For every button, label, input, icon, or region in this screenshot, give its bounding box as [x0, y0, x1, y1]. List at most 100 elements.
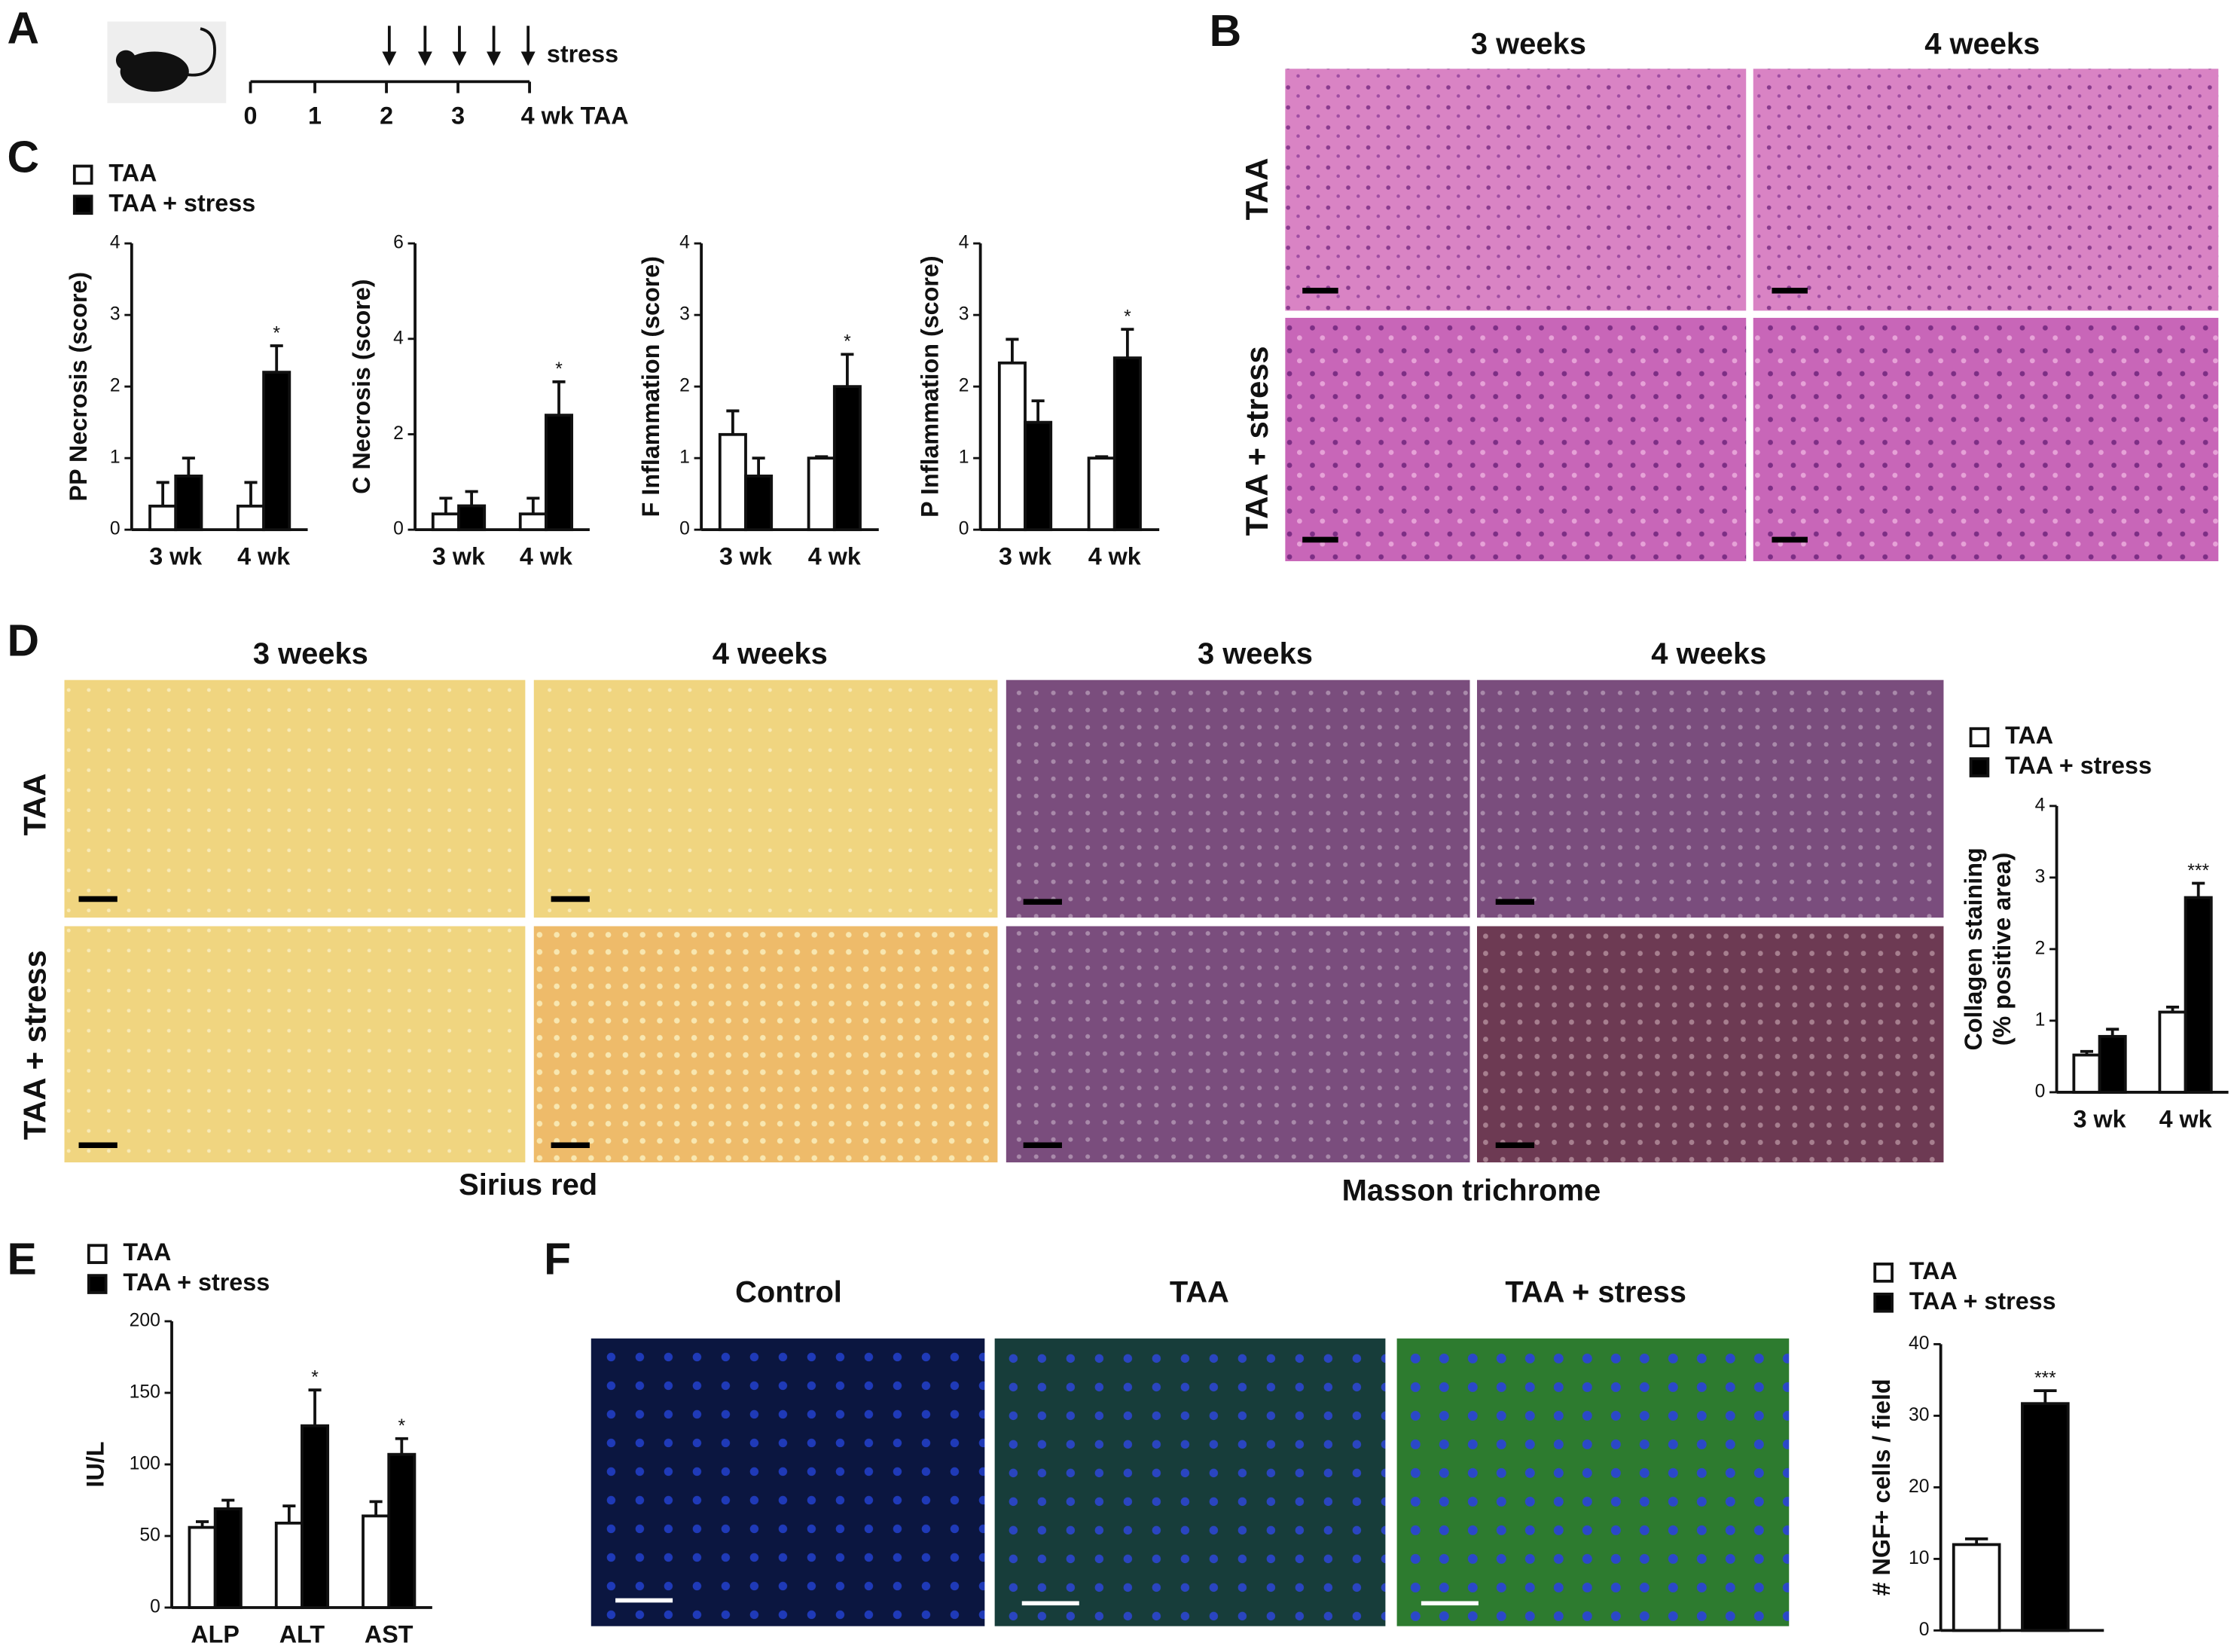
y-axis-label: P Inflammation (score) [917, 255, 944, 518]
bar [2072, 1053, 2101, 1094]
error-bar [182, 457, 195, 476]
column-header: Control [735, 1275, 842, 1308]
significance: * [398, 1416, 406, 1437]
error-bar [552, 380, 566, 416]
error-bar [369, 1500, 383, 1516]
y-axis-label: F Inflammation (score) [637, 256, 664, 517]
y-tick-label: 10 [1909, 1548, 1929, 1568]
error-bar [2106, 1028, 2120, 1037]
error-bar [2192, 881, 2205, 898]
bar [237, 504, 266, 532]
bar [387, 1452, 417, 1609]
bar [148, 504, 178, 532]
timeline-tick: 4 wk TAA [521, 102, 629, 129]
x-tick-label: 4 wk [1088, 543, 1141, 570]
micrograph [994, 1338, 1386, 1626]
column-header: 4 weeks [713, 637, 828, 670]
scale-bars [78, 288, 1808, 1149]
bar [997, 361, 1027, 532]
error-bar [270, 344, 283, 373]
bar [174, 475, 203, 532]
y-tick-label: 0 [679, 519, 690, 539]
bar [213, 1507, 243, 1609]
micrograph [1753, 69, 2219, 311]
legend-label: TAA [108, 159, 157, 186]
significance: * [273, 323, 280, 344]
micrograph [1285, 317, 1747, 561]
error-bar [815, 455, 829, 459]
y-tick-label: 40 [1909, 1333, 1929, 1354]
error-bar [439, 496, 453, 515]
significance: * [844, 332, 851, 353]
y-tick-label: 2 [110, 376, 121, 396]
error-bar [1121, 328, 1134, 359]
error-bar [1006, 337, 1019, 363]
micrograph [64, 679, 526, 918]
y-tick-label: 200 [130, 1310, 160, 1330]
x-tick-label: 3 wk [719, 543, 772, 570]
x-tick-label: AST [365, 1621, 414, 1648]
y-tick-label: 0 [110, 519, 121, 539]
panel-label: C [8, 133, 40, 182]
x-tick-label: 4 wk [808, 543, 861, 570]
error-bar [1964, 1537, 1988, 1545]
bar [362, 1514, 391, 1609]
legend-label: TAA [2005, 722, 2053, 749]
significance: *** [2034, 1368, 2056, 1388]
bar [431, 512, 460, 532]
panel-label: B [1210, 7, 1242, 56]
y-tick-label: 2 [2035, 938, 2046, 958]
significance: * [311, 1368, 319, 1388]
x-tick-label: 3 wk [149, 543, 202, 570]
timeline-tick: 1 [308, 102, 322, 129]
y-tick-label: 4 [110, 233, 121, 253]
significance: *** [2187, 861, 2209, 881]
y-tick-label: 50 [139, 1525, 160, 1546]
y-axis-label: Collagen staining [1960, 847, 1987, 1050]
y-tick-label: 0 [150, 1597, 160, 1617]
y-tick-label: 4 [679, 233, 690, 253]
bar [832, 385, 862, 532]
y-tick-label: 1 [679, 447, 690, 468]
error-bar [526, 496, 540, 515]
images [64, 21, 2219, 1626]
mouse-icon [120, 51, 189, 92]
error-bar [221, 1498, 235, 1509]
x-tick-label: 3 wk [2074, 1105, 2126, 1132]
timeline-tick: 0 [244, 102, 258, 129]
micrograph [591, 1338, 985, 1626]
panel-label: A [8, 4, 40, 53]
y-tick-label: 1 [110, 447, 121, 468]
legend-swatch [1873, 1292, 1894, 1313]
scale-bars [615, 1598, 1479, 1606]
timeline-label: stress [547, 41, 618, 68]
column-header: 3 weeks [1198, 637, 1313, 670]
y-axis-label: (% positive area) [1988, 853, 2016, 1046]
error-bar [282, 1504, 296, 1523]
legend-label: TAA [1909, 1257, 1958, 1284]
x-tick-label: 3 wk [432, 543, 485, 570]
micrograph [1753, 317, 2219, 561]
column-header: TAA [1170, 1275, 1229, 1308]
column-header: 4 weeks [1924, 27, 2040, 60]
error-bar [244, 481, 258, 506]
micrograph [1476, 926, 1944, 1163]
y-tick-label: 100 [130, 1454, 160, 1474]
legend-swatch [87, 1244, 108, 1264]
y-tick-label: 6 [393, 233, 404, 253]
y-axis-label: PP Necrosis (score) [65, 272, 92, 502]
error-bar [1031, 399, 1045, 423]
y-tick-label: 3 [959, 304, 969, 325]
y-axis-label: # NGF+ cells / field [1868, 1379, 1895, 1596]
y-tick-label: 4 [2035, 795, 2046, 815]
bar [545, 414, 574, 532]
micrograph [533, 679, 998, 918]
timeline-tick: 3 [451, 102, 465, 129]
y-tick-label: 0 [959, 519, 969, 539]
panel-label: D [8, 617, 40, 666]
legend-label: TAA [123, 1238, 171, 1266]
significance: * [1124, 307, 1131, 327]
micrograph [1396, 1338, 1790, 1626]
bar [188, 1525, 217, 1609]
